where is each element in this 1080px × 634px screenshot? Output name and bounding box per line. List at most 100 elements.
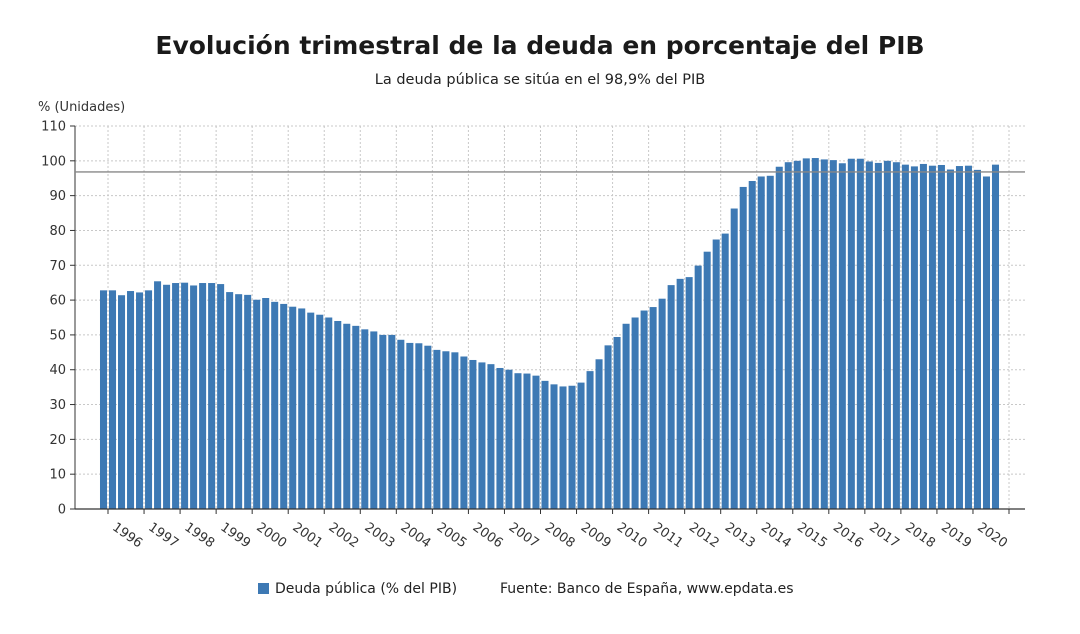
- bar: [775, 166, 783, 509]
- bar: [604, 345, 612, 509]
- x-tick-label: 2003: [362, 520, 398, 551]
- bar: [658, 298, 666, 509]
- chart-subtitle: La deuda pública se sitúa en el 98,9% de…: [375, 72, 705, 88]
- bar: [982, 176, 990, 509]
- bar: [109, 290, 117, 509]
- bar: [199, 283, 207, 509]
- bar: [478, 362, 486, 509]
- bar: [271, 301, 279, 509]
- x-tick-label: 1999: [217, 520, 253, 551]
- bar: [307, 312, 315, 509]
- bar: [469, 359, 477, 509]
- x-tick-label: 2009: [578, 520, 614, 551]
- x-tick-label: 2014: [758, 520, 794, 551]
- bar: [343, 323, 351, 509]
- bar: [127, 291, 135, 509]
- bar: [838, 163, 846, 510]
- bar: [811, 158, 819, 510]
- bar: [370, 331, 378, 509]
- bar: [532, 375, 540, 509]
- bar: [793, 160, 801, 509]
- y-tick-label: 10: [49, 468, 66, 483]
- x-tick-label: 2016: [830, 520, 866, 551]
- bar: [802, 158, 810, 509]
- bar: [397, 339, 405, 509]
- legend: Deuda pública (% del PIB) Fuente: Banco …: [258, 581, 794, 597]
- bar: [766, 175, 774, 510]
- bar: [829, 160, 837, 509]
- y-tick-label: 70: [49, 259, 66, 274]
- bar: [352, 325, 360, 509]
- bar: [847, 158, 855, 509]
- bar: [226, 292, 234, 509]
- bar: [523, 373, 531, 509]
- x-tick-label: 2010: [614, 520, 650, 551]
- x-tick-label: 1997: [145, 520, 181, 551]
- bar: [928, 165, 936, 509]
- bar: [721, 233, 729, 509]
- bar: [496, 367, 504, 509]
- bar: [703, 251, 711, 509]
- y-tick-label: 0: [58, 503, 66, 518]
- source-note: Fuente: Banco de España, www.epdata.es: [500, 581, 794, 597]
- y-tick-label: 110: [41, 120, 66, 135]
- bar: [964, 165, 972, 509]
- bar: [433, 349, 441, 509]
- bar: [901, 164, 909, 509]
- bar: [577, 382, 585, 509]
- bar: [487, 364, 495, 509]
- x-tick-label: 2002: [326, 520, 362, 551]
- bar: [154, 281, 162, 509]
- bar: [955, 166, 963, 510]
- bar: [244, 294, 252, 509]
- bar: [937, 164, 945, 509]
- bar: [568, 385, 576, 509]
- bar: [622, 323, 630, 509]
- legend-swatch: [258, 583, 269, 594]
- legend-label: Deuda pública (% del PIB): [275, 581, 457, 597]
- x-tick-label: 2004: [398, 520, 434, 551]
- y-tick-label: 60: [49, 294, 66, 309]
- bar: [667, 285, 675, 509]
- x-tick-label: 2013: [722, 520, 758, 551]
- bar: [262, 298, 270, 509]
- bar: [442, 351, 450, 509]
- bar: [118, 295, 126, 509]
- bar: [325, 317, 333, 509]
- bar: [730, 208, 738, 509]
- y-tick-label: 80: [49, 224, 66, 239]
- bar: [757, 176, 765, 509]
- bar: [559, 386, 567, 509]
- bar: [784, 162, 792, 509]
- bar: [613, 336, 621, 509]
- bar: [406, 342, 414, 509]
- bar: [280, 303, 288, 509]
- bar: [235, 294, 243, 509]
- bar: [208, 283, 216, 509]
- y-tick-label: 90: [49, 189, 66, 204]
- y-tick-label: 20: [49, 433, 66, 448]
- bar: [586, 371, 594, 509]
- bar: [595, 359, 603, 509]
- bar: [748, 181, 756, 509]
- x-tick-labels: 1996 1997 1998 1999 2000 2001 2002 2003 2004 2005…: [109, 520, 1010, 551]
- bar: [99, 290, 108, 509]
- x-tick-label: 2007: [506, 520, 542, 551]
- bar: [316, 314, 324, 509]
- bar: [883, 160, 891, 509]
- bar: [676, 278, 684, 509]
- bar: [217, 284, 225, 509]
- bar: [190, 285, 198, 509]
- x-tick-label: 2008: [542, 520, 578, 551]
- x-tick-label: 2017: [866, 520, 902, 551]
- bar: [289, 306, 297, 509]
- bar: [892, 162, 900, 509]
- bar: [856, 158, 864, 509]
- bar: [973, 169, 981, 509]
- y-tick-label: 100: [41, 154, 66, 169]
- bar: [181, 282, 189, 509]
- x-tick-label: 2012: [686, 520, 722, 551]
- x-tick-label: 1996: [109, 520, 145, 551]
- x-tick-label: 2000: [253, 520, 289, 551]
- bar: [946, 169, 954, 510]
